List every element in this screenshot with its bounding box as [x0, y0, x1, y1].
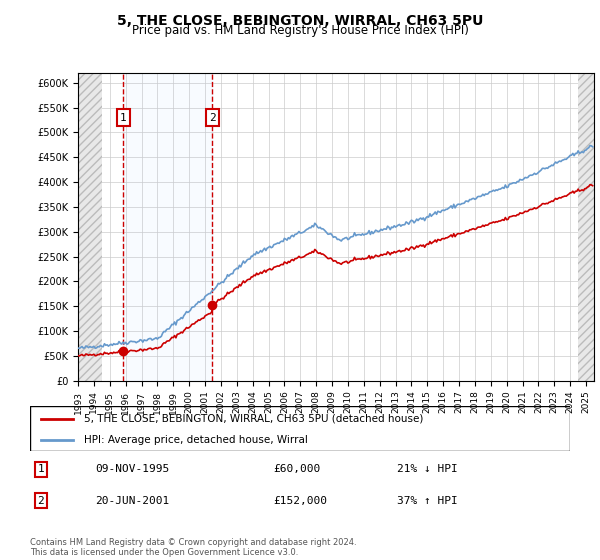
Text: 1: 1 [120, 113, 127, 123]
Text: 21% ↓ HPI: 21% ↓ HPI [397, 464, 458, 474]
Text: 09-NOV-1995: 09-NOV-1995 [95, 464, 169, 474]
Text: 1: 1 [37, 464, 44, 474]
Text: 2: 2 [209, 113, 216, 123]
Bar [78, 73, 102, 381]
Text: 20-JUN-2001: 20-JUN-2001 [95, 496, 169, 506]
Text: HPI: Average price, detached house, Wirral: HPI: Average price, detached house, Wirr… [84, 435, 308, 445]
Text: Contains HM Land Registry data © Crown copyright and database right 2024.
This d: Contains HM Land Registry data © Crown c… [30, 538, 356, 557]
Bar [124, 73, 212, 381]
Text: £60,000: £60,000 [273, 464, 320, 474]
Text: £152,000: £152,000 [273, 496, 327, 506]
Text: 37% ↑ HPI: 37% ↑ HPI [397, 496, 458, 506]
Text: 5, THE CLOSE, BEBINGTON, WIRRAL, CH63 5PU (detached house): 5, THE CLOSE, BEBINGTON, WIRRAL, CH63 5P… [84, 413, 424, 423]
Text: 2: 2 [37, 496, 44, 506]
Text: Price paid vs. HM Land Registry's House Price Index (HPI): Price paid vs. HM Land Registry's House … [131, 24, 469, 37]
Bar [578, 73, 600, 381]
Text: 5, THE CLOSE, BEBINGTON, WIRRAL, CH63 5PU: 5, THE CLOSE, BEBINGTON, WIRRAL, CH63 5P… [117, 14, 483, 28]
